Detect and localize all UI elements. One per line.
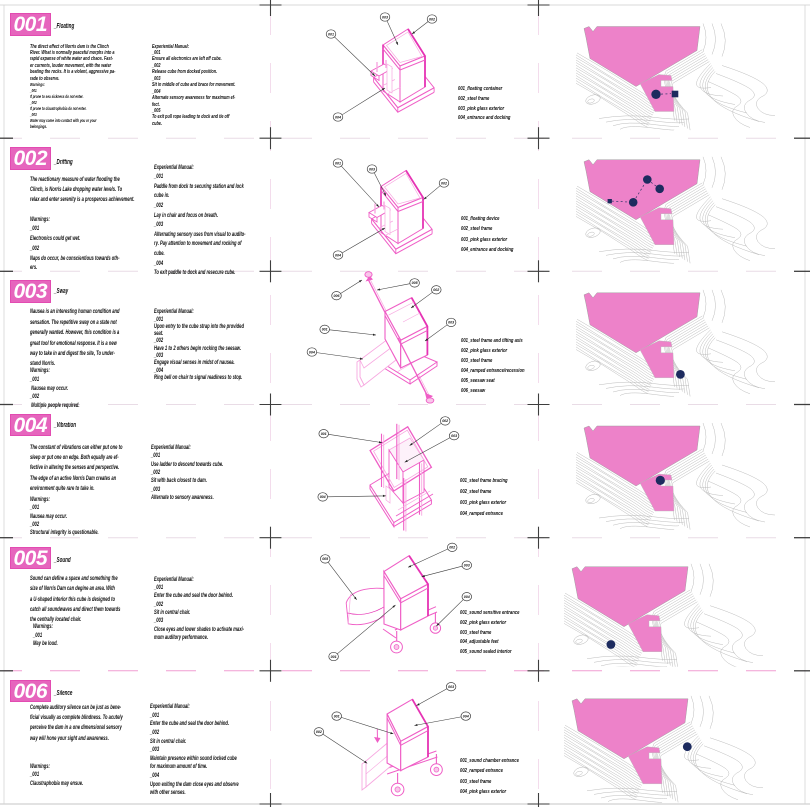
svg-text:005: 005 [322,557,329,561]
svg-text:003: 003 [464,564,470,568]
svg-text:004: 004 [335,253,341,257]
svg-text:001: 001 [322,328,328,332]
svg-text:004: 004 [335,115,341,119]
svg-text:001: 001 [334,714,340,718]
svg-text:001: 001 [328,32,334,36]
svg-text:005: 005 [412,281,419,285]
svg-text:001: 001 [321,432,327,436]
svg-text:001: 001 [331,655,337,659]
svg-text:002: 002 [429,17,435,21]
svg-text:004: 004 [464,595,470,599]
svg-text:003: 003 [448,321,454,325]
svg-text:003: 003 [451,434,457,438]
svg-text:003: 003 [448,685,454,689]
svg-text:002: 002 [442,419,448,423]
svg-text:002: 002 [449,546,455,550]
svg-text:004: 004 [463,714,469,718]
svg-text:002: 002 [433,288,439,292]
svg-text:003: 003 [369,167,375,171]
svg-text:002: 002 [441,181,447,185]
svg-text:002: 002 [316,730,322,734]
svg-text:004: 004 [320,495,326,499]
svg-text:003: 003 [382,15,388,19]
svg-text:006: 006 [334,294,341,298]
svg-text:004: 004 [309,350,315,354]
svg-text:001: 001 [335,161,341,165]
